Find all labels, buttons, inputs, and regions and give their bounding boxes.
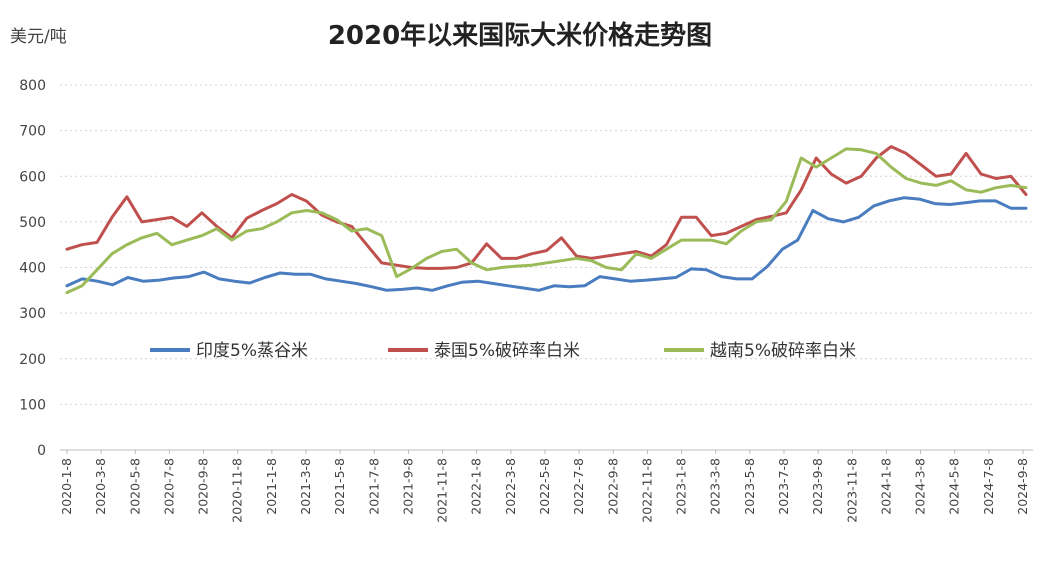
x-tick-label: 2023-7-8: [776, 458, 791, 515]
y-tick-label: 700: [19, 124, 46, 140]
series-line-3: [65, 147, 1028, 295]
legend-item-2: 泰国5%破碎率白米: [388, 341, 580, 361]
y-tick-label: 0: [37, 443, 46, 459]
gridlines: [60, 84, 1033, 451]
x-tick-label: 2023-5-8: [742, 458, 757, 515]
x-tick-label: 2024-1-8: [878, 458, 893, 515]
legend-label: 越南5%破碎率白米: [710, 341, 856, 361]
chart-title: 2020年以来国际大米价格走势图: [328, 20, 712, 51]
x-tick-label: 2024-9-8: [1015, 458, 1030, 515]
x-tick-label: 2020-5-8: [127, 458, 142, 515]
x-tick-label: 2023-11-8: [844, 458, 859, 523]
y-tick-label: 600: [19, 169, 46, 185]
x-tick-label: 2021-3-8: [298, 458, 313, 515]
x-tick-label: 2022-1-8: [469, 458, 484, 515]
x-tick-label: 2024-3-8: [913, 458, 928, 515]
y-tick-label: 800: [19, 78, 46, 94]
x-tick-label: 2022-5-8: [537, 458, 552, 515]
x-axis-ticks: 2020-1-8 2020-3-8 2020-5-8 2020-7-8 2020-9-8…: [59, 450, 1030, 523]
x-tick-label: 2022-9-8: [605, 458, 620, 515]
series-line-2: [65, 145, 1028, 270]
legend-label: 泰国5%破碎率白米: [434, 341, 580, 361]
x-tick-label: 2021-11-8: [435, 458, 450, 523]
x-tick-label: 2021-7-8: [366, 458, 381, 515]
x-tick-label: 2020-3-8: [93, 458, 108, 515]
legend-item-3: 越南5%破碎率白米: [664, 341, 856, 361]
legend-label: 印度5%蒸谷米: [196, 341, 308, 361]
y-tick-label: 100: [19, 397, 46, 413]
x-tick-label: 2020-7-8: [161, 458, 176, 515]
x-tick-label: 2020-9-8: [196, 458, 211, 515]
x-tick-label: 2023-1-8: [674, 458, 689, 515]
y-tick-label: 400: [19, 261, 46, 277]
x-tick-label: 2021-1-8: [264, 458, 279, 515]
x-tick-label: 2023-3-8: [708, 458, 723, 515]
x-tick-label: 2022-7-8: [571, 458, 586, 515]
x-tick-label: 2021-9-8: [400, 458, 415, 515]
y-tick-label: 300: [19, 306, 46, 322]
x-tick-label: 2023-9-8: [810, 458, 825, 515]
series-lines: [65, 145, 1028, 295]
y-tick-label: 500: [19, 215, 46, 231]
x-tick-label: 2022-11-8: [639, 458, 654, 523]
x-tick-label: 2020-1-8: [59, 458, 74, 515]
x-tick-label: 2024-5-8: [947, 458, 962, 515]
x-tick-label: 2021-5-8: [332, 458, 347, 515]
x-tick-label: 2022-3-8: [503, 458, 518, 515]
y-axis-ticks: 0 100 200 300 400 500 600 700 800: [19, 78, 46, 459]
x-tick-label: 2024-7-8: [981, 458, 996, 515]
x-tick-label: 2020-11-8: [230, 458, 245, 523]
series-line-1: [65, 196, 1028, 292]
y-tick-label: 200: [19, 352, 46, 368]
y-axis-unit-label: 美元/吨: [10, 27, 67, 47]
legend: 印度5%蒸谷米 泰国5%破碎率白米 越南5%破碎率白米: [150, 341, 856, 361]
legend-item-1: 印度5%蒸谷米: [150, 341, 308, 361]
